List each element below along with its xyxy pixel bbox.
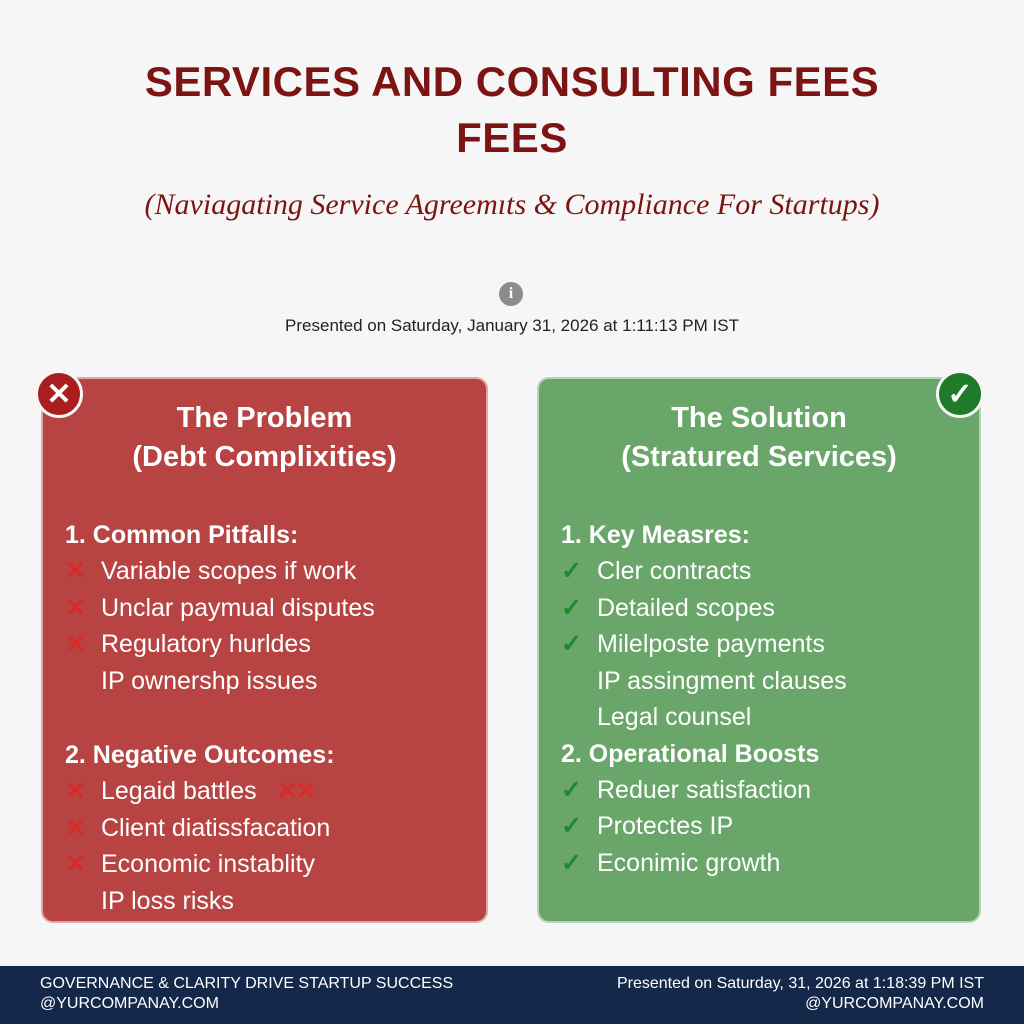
list-item: ✕ Unclar paymual disputes	[65, 590, 486, 627]
footer-left: GOVERNANCE & CLARITY DRIVE STARTUP SUCCE…	[40, 974, 453, 1014]
list-item: ✓ Detailed scopes	[561, 590, 979, 627]
solution-section-1-heading: 1. Key Measres:	[561, 521, 751, 549]
list-item: ✕ Legaid battles ✕✕	[65, 773, 486, 810]
footer-website[interactable]: @YURCOMPANAY.COM	[40, 995, 219, 1012]
footer-website-right[interactable]: @YURCOMPANAY.COM	[805, 995, 984, 1012]
info-icon[interactable]: i	[499, 282, 523, 306]
list-item: ✓ Reduer satisfaction	[561, 772, 979, 809]
list-item: ✓ Econimic growth	[561, 845, 979, 882]
solution-title: The Solution	[671, 402, 847, 434]
problem-section-2-heading: 2. Negative Outcomes:	[65, 741, 335, 769]
check-icon: ✓	[561, 593, 582, 622]
problem-card-title: The Problem (Debt Complixities)	[65, 399, 464, 477]
list-item: ✕ Economic instablity	[65, 846, 486, 883]
cross-icon: ✕	[65, 557, 86, 585]
check-icon: ✓	[561, 848, 582, 877]
problem-title: The Problem	[176, 402, 353, 434]
solution-badge-check-icon: ✓	[936, 370, 984, 418]
solution-subtitle: (Stratured Services)	[621, 441, 897, 473]
list-item: ✕ Client diatissfacation	[65, 810, 486, 847]
list-item: ✓ Cler contracts	[561, 553, 979, 590]
problem-section-1-list: ✕ Variable scopes if work ✕ Unclar paymual…	[65, 553, 486, 699]
problem-subtitle: (Debt Complixities)	[132, 441, 397, 473]
check-icon: ✓	[561, 775, 582, 804]
footer-right: Presented on Saturday, 31, 2026 at 1:18:…	[617, 974, 984, 1014]
cross-icon: ✕	[65, 777, 86, 805]
check-icon: ✓	[561, 630, 582, 658]
check-icon: ✓	[561, 812, 582, 840]
solution-card: The Solution (Stratured Services) 1. Key…	[537, 377, 981, 923]
check-icon: ✓	[561, 557, 582, 585]
solution-section-2-heading: 2. Operational Boosts	[561, 739, 820, 768]
footer-bar: GOVERNANCE & CLARITY DRIVE STARTUP SUCCE…	[0, 966, 1024, 1024]
list-item: ✕ Variable scopes if work	[65, 553, 486, 590]
solution-section-2-list: ✓ Reduer satisfaction ✓ Protectes IP ✓ Econ…	[561, 772, 979, 882]
subtitle: (Naviagating Service Agreemıts & Complia…	[144, 188, 880, 221]
double-cross-icon: ✕✕	[276, 777, 317, 805]
title-line-2: FEES	[456, 114, 568, 161]
page-title: SERVICES AND CONSULTING FEES FEES	[0, 54, 1024, 166]
list-item: ✕ Regulatory hurldes	[65, 626, 486, 663]
list-item: IP ownershp issues	[101, 666, 318, 695]
list-item: Legal counsel	[597, 703, 752, 731]
footer-presented-date: Presented on Saturday, 31, 2026 at 1:18:…	[616, 975, 984, 992]
solution-card-title: The Solution (Stratured Services)	[561, 399, 957, 477]
cross-icon: ✕	[65, 593, 86, 622]
cross-icon: ✕	[65, 813, 86, 842]
problem-badge-x-icon: ✕	[35, 370, 83, 418]
solution-section-1-list: ✓ Cler contracts ✓ Detailed scopes ✓ Milelp…	[561, 553, 979, 736]
list-item: ✓ Milelposte payments	[561, 626, 979, 663]
cross-icon: ✕	[65, 850, 86, 878]
list-item: IP assingment clauses	[597, 666, 847, 695]
problem-section-1-heading: 1. Common Pitfalls:	[65, 521, 299, 549]
problem-card: The Problem (Debt Complixities) 1. Commo…	[41, 377, 488, 923]
presented-date: Presented on Saturday, January 31, 2026 …	[285, 316, 739, 335]
cross-icon: ✕	[65, 630, 86, 658]
list-item: IP loss risks	[101, 886, 234, 915]
list-item: ✓ Protectes IP	[561, 808, 979, 845]
title-line-1: SERVICES AND CONSULTING FEES	[144, 58, 880, 105]
footer-tagline: GOVERNANCE & CLARITY DRIVE STARTUP SUCCE…	[40, 975, 454, 992]
problem-section-2-list: ✕ Legaid battles ✕✕ ✕ Client diatissfacatio…	[65, 773, 486, 919]
